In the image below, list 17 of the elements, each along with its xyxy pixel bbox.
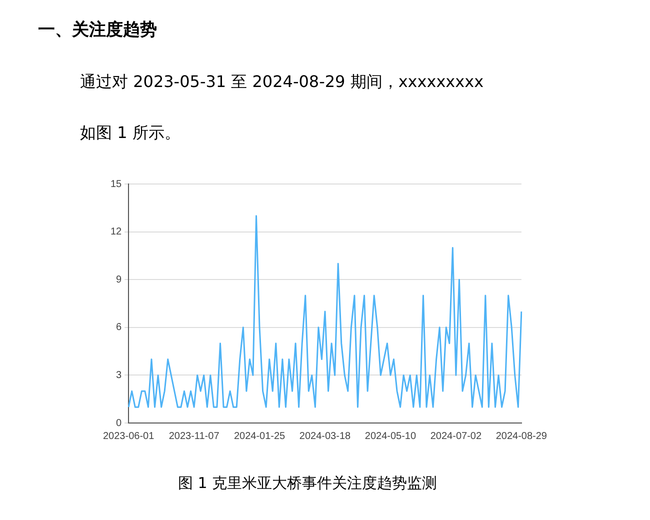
y-tick-label: 3 [116, 370, 122, 381]
chart-subtitle: 通过对 2023-05-31 至 2024-08-29 期间，xxxxxxxxx [80, 72, 484, 93]
y-tick-label: 6 [116, 322, 122, 334]
x-tick-label: 2024-05-10 [364, 430, 416, 442]
x-tick-label: 2024-08-29 [496, 430, 548, 442]
y-tick-label: 0 [116, 418, 122, 429]
chart-title: 一、关注度趋势 [38, 19, 157, 41]
x-tick-label: 2024-07-02 [430, 430, 482, 442]
x-tick-label: 2023-11-07 [168, 430, 220, 442]
y-tick-label: 9 [116, 274, 122, 286]
x-tick-label: 2024-01-25 [234, 430, 286, 442]
text: 如图 1 所示。 [80, 123, 180, 144]
y-tick-label: 15 [110, 178, 122, 190]
y-tick-label: 12 [110, 226, 122, 238]
x-tick-label: 2023-06-01 [103, 430, 155, 442]
caption: 图 1 克里米亚大桥事件关注度趋势监测 [178, 474, 438, 493]
x-tick-label: 2024-03-18 [299, 430, 352, 442]
